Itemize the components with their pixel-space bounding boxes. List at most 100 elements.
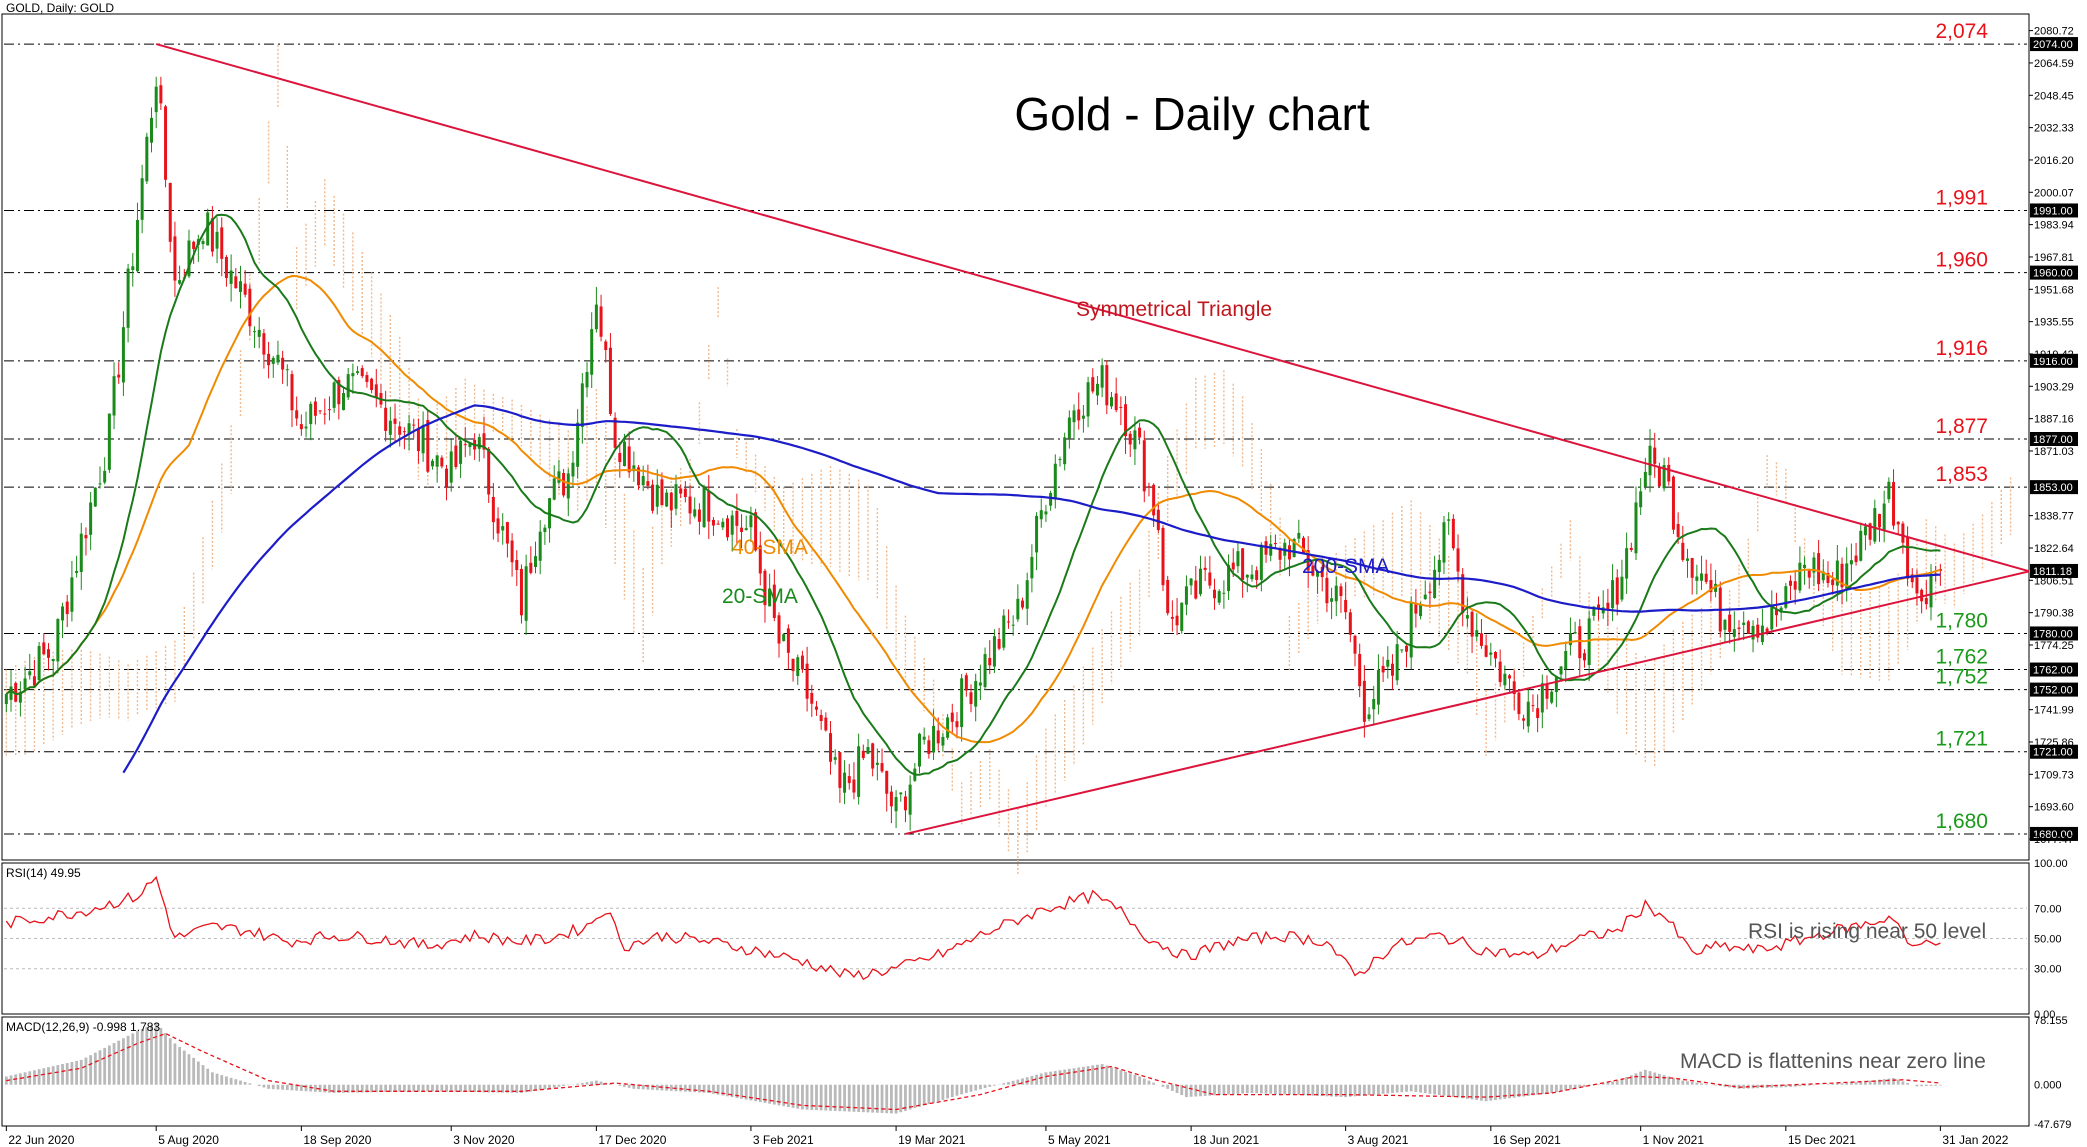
time-tick-label: 3 Feb 2021 <box>753 1133 814 1147</box>
candle-body <box>1456 548 1460 572</box>
time-tick-label: 31 Jan 2022 <box>1942 1133 2008 1147</box>
symbol-header: GOLD, Daily: GOLD <box>6 1 114 15</box>
price-tick-label: 1903.29 <box>2034 381 2074 393</box>
candle-body <box>1423 594 1427 600</box>
candle-body <box>4 694 8 705</box>
candle-body <box>46 649 50 658</box>
time-tick-label: 15 Dec 2021 <box>1788 1133 1856 1147</box>
candle-body <box>61 606 65 621</box>
candle-body <box>150 117 154 143</box>
candle-body <box>1353 635 1357 654</box>
candle-body <box>1227 565 1231 592</box>
symmetrical-triangle <box>155 43 2030 835</box>
candle-body <box>454 445 458 467</box>
candle-body <box>398 426 402 435</box>
time-tick-label: 16 Sep 2021 <box>1493 1133 1561 1147</box>
candle-body <box>810 692 814 704</box>
candle-body <box>1648 445 1652 476</box>
price-tick-label: 2048.45 <box>2034 90 2074 102</box>
candle-body <box>894 797 898 812</box>
candle-body <box>1700 573 1704 581</box>
candle-body <box>1522 718 1526 721</box>
candle-body <box>1906 537 1910 579</box>
candle-body <box>932 725 936 753</box>
candle-body <box>969 692 973 705</box>
candle-body <box>1671 476 1675 530</box>
price-tick-label: 1741.99 <box>2034 705 2074 717</box>
candle-body <box>1437 560 1441 573</box>
candle-body <box>1540 683 1544 713</box>
candle-body <box>1180 602 1184 632</box>
candle-body <box>1400 649 1404 651</box>
candle-body <box>1742 622 1746 626</box>
candle-body <box>1611 580 1615 609</box>
candle-body <box>1779 607 1783 613</box>
price-panel: 2,074 1,991 1,960 1,916 1,877 1,853 1,780 1,762… <box>1 1 2030 875</box>
candle-body <box>1770 604 1774 630</box>
candle-body <box>772 584 776 618</box>
candle-body <box>9 686 13 700</box>
candle-body <box>1559 666 1563 675</box>
candle-body <box>126 268 130 328</box>
candle-body <box>1011 624 1015 626</box>
candle-body <box>1924 598 1928 605</box>
macd-histogram <box>4 1022 1942 1114</box>
candle-body <box>1409 602 1413 658</box>
candle-body <box>1320 566 1324 578</box>
candle-body <box>1128 433 1132 445</box>
candle-body <box>1006 621 1010 623</box>
candle-body <box>1334 585 1338 602</box>
candle-body <box>515 559 519 571</box>
price-tick-label: 2080.72 <box>2034 26 2074 38</box>
price-tick-label: 1774.25 <box>2034 640 2074 652</box>
candle-body <box>941 736 945 746</box>
level-tag: 1877.00 <box>2033 434 2073 446</box>
candle-body <box>833 757 837 760</box>
candle-body <box>875 762 879 765</box>
candle-body <box>238 281 242 293</box>
candle-body <box>360 368 364 377</box>
candle-body <box>1508 675 1512 679</box>
candle-body <box>805 663 809 699</box>
time-tick-label: 5 Aug 2020 <box>158 1133 219 1147</box>
candle-body <box>1255 570 1259 580</box>
candle-body <box>229 270 233 284</box>
candle-body <box>1358 654 1362 687</box>
candle-body <box>1124 404 1128 437</box>
candle-body <box>309 403 313 425</box>
candle-body <box>1803 564 1807 568</box>
candle-body <box>1531 705 1535 707</box>
candle-body <box>1372 698 1376 710</box>
candle-body <box>318 410 322 412</box>
candle-body <box>482 433 486 450</box>
candle-body <box>1470 611 1474 637</box>
sma-200-line <box>122 404 1941 774</box>
candle-body <box>1774 609 1778 616</box>
candle-body <box>655 484 659 507</box>
candle-body <box>524 566 528 621</box>
candle-body <box>220 227 224 259</box>
candle-body <box>1395 644 1399 681</box>
level-tag: 1916.00 <box>2033 356 2073 368</box>
candle-body <box>445 468 449 487</box>
candle-body <box>1311 565 1315 576</box>
candle-body <box>814 706 818 710</box>
price-tick-label: 1967.81 <box>2034 252 2074 264</box>
candle-body <box>1578 626 1582 659</box>
annotation-20-sma: 20-SMA <box>722 585 798 608</box>
candle-body <box>908 784 912 815</box>
candle-body <box>585 372 589 388</box>
level-label: 1,960 <box>1935 249 1988 272</box>
level-tag: 2074.00 <box>2033 39 2073 51</box>
time-tick-label: 22 Jun 2020 <box>8 1133 74 1147</box>
candle-body <box>51 659 55 662</box>
level-tag: 1721.00 <box>2033 747 2073 759</box>
level-tag-box <box>2030 662 2078 677</box>
candle-body <box>1208 572 1212 586</box>
candle-body <box>1821 571 1825 581</box>
candle-body <box>871 743 875 769</box>
candle-body <box>1044 511 1048 515</box>
candle-body <box>496 518 500 534</box>
candle-body <box>1817 553 1821 585</box>
candle-body <box>332 382 336 408</box>
